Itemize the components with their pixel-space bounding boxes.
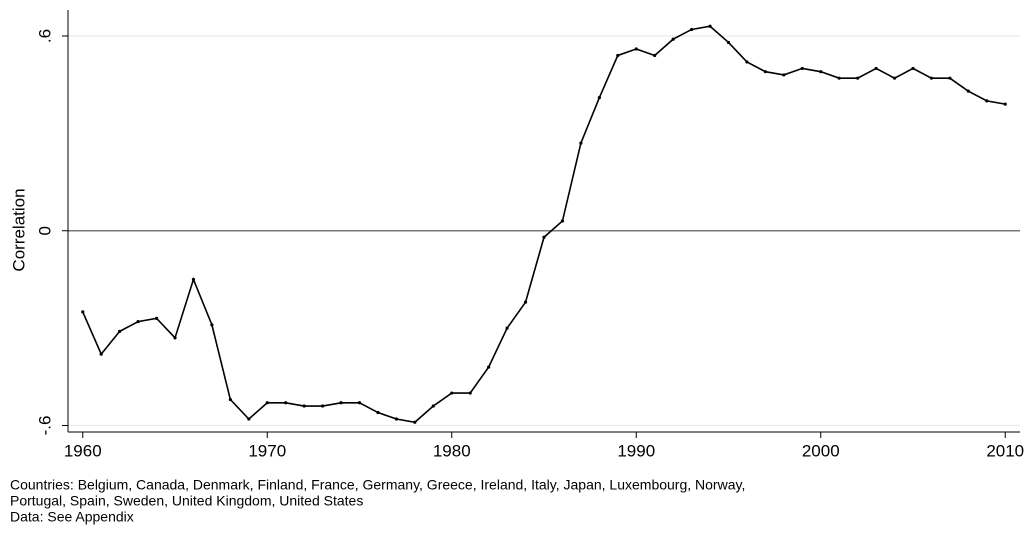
point [745,60,749,64]
point [726,40,731,45]
point [763,70,767,74]
point [210,323,214,327]
y-tick-label: 0 [35,226,54,235]
point [911,66,915,71]
x-tick-label: 2000 [802,441,840,460]
point [173,336,177,340]
point [616,53,620,58]
point [837,76,841,80]
point [339,401,343,405]
x-tick-label: 1970 [248,441,286,460]
line [82,25,1006,424]
point [560,219,565,223]
y-tick-label: .6 [35,29,54,43]
point [597,96,601,100]
point [671,37,675,41]
point [487,365,491,369]
point [505,326,509,330]
point [394,417,399,421]
point [376,410,380,415]
point [874,66,878,71]
point [81,310,85,314]
point [523,300,528,304]
point [191,277,196,282]
point [800,66,804,71]
point [265,401,269,405]
x-tick-label: 2010 [986,441,1024,460]
point [579,141,583,145]
note: Data: See Appendix [10,509,134,525]
point [228,397,232,402]
point [542,235,546,239]
point [357,401,362,405]
point [708,24,712,28]
point [450,391,454,395]
point [689,27,694,32]
point [413,420,417,424]
point [892,76,897,80]
point [118,329,122,333]
y-axis-title: Correlation [9,188,28,271]
point [634,47,638,51]
point [247,417,251,421]
point [99,352,103,356]
point [856,76,860,80]
point [929,76,934,80]
point [653,53,657,58]
x-tick-label: 1990 [617,441,655,460]
point [431,404,435,408]
x-tick-label: 1960 [64,441,102,460]
point [782,73,786,77]
point [966,89,970,93]
point [284,401,288,405]
note: Countries: Belgium, Canada, Denmark, Fin… [10,477,745,493]
point [302,404,306,408]
point [136,320,140,324]
x-tick-label: 1980 [433,441,471,460]
point [468,391,472,395]
point [985,99,989,103]
note: Portugal, Spain, Sweden, United Kingdom,… [10,493,363,509]
point [1003,102,1007,106]
point [321,404,325,408]
point [948,76,952,80]
point [819,70,823,74]
point [154,316,159,320]
y-tick-label: -.6 [35,416,54,436]
